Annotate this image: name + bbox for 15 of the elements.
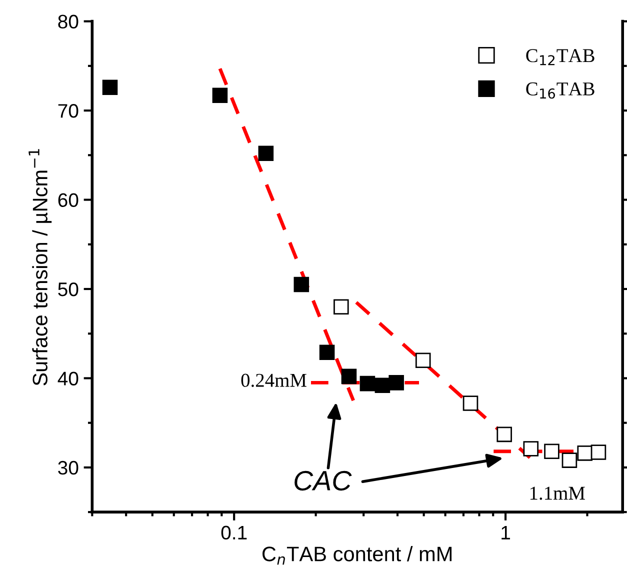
x-tick-label: 0.1 [221, 526, 247, 540]
annotation: 0.24mM [241, 374, 306, 387]
y-tick-label: 40 [58, 372, 78, 386]
y-axis-title: Surface tension / µNcm$^{−1}$ [28, 149, 52, 386]
annotation: CAC [294, 470, 352, 491]
y-tick-label: 80 [58, 14, 78, 29]
y-tick-label: 70 [58, 104, 78, 118]
y-tick-label: 30 [58, 460, 78, 475]
x-axis-title: C$_{n}$TAB content / mM [262, 546, 452, 565]
y-tick-label: 60 [58, 193, 78, 208]
legend-label: C$_{12}$TAB [526, 49, 594, 66]
annotation: 1.1mM [530, 486, 585, 500]
x-tick-label: 1 [502, 526, 510, 540]
legend-label: C$_{16}$TAB [526, 82, 594, 99]
y-tick-label: 50 [58, 282, 78, 296]
